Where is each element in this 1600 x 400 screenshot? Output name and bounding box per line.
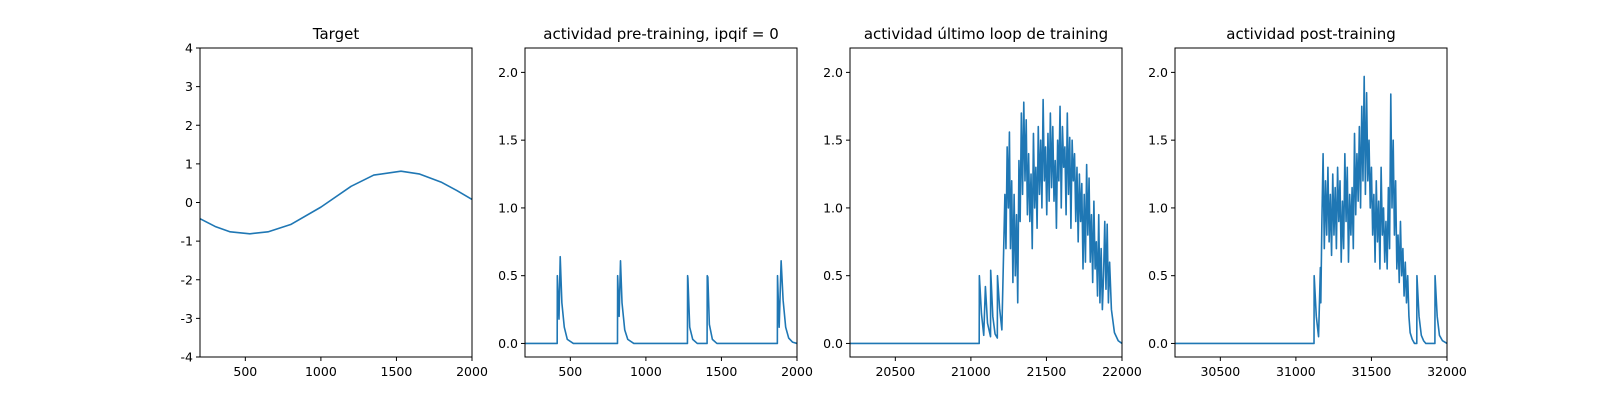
x-tick-label: 2000	[456, 364, 488, 379]
x-tick-label: 22000	[1102, 364, 1142, 379]
x-tick-label: 32000	[1427, 364, 1467, 379]
y-tick-label: 0	[185, 195, 193, 210]
y-tick-label: 2.0	[1148, 65, 1168, 80]
x-tick-label: 1500	[381, 364, 413, 379]
series-line	[525, 255, 798, 345]
y-tick-label: 0.0	[1148, 336, 1168, 351]
y-tick-label: 0.5	[498, 268, 518, 283]
y-tick-label: -2	[181, 272, 193, 287]
y-tick-label: 2.0	[823, 65, 843, 80]
y-tick-label: -1	[181, 234, 193, 249]
plot-frame	[199, 47, 473, 358]
y-tick-label: 0.5	[1148, 268, 1168, 283]
subplot-title: Target	[312, 25, 360, 43]
y-tick-label: 1	[185, 156, 193, 171]
subplot-4: 30500 31000 31500 32000 0.0 0.5 1.0 1.5 2.0 activ…	[1148, 25, 1467, 379]
x-tick-label: 1500	[706, 364, 738, 379]
series-line	[850, 98, 1123, 345]
y-tick-label: 1.0	[498, 200, 518, 215]
y-tick-label: 2.0	[498, 65, 518, 80]
subplot-title: actividad post-training	[1226, 25, 1395, 43]
y-tick-label: 0.0	[498, 336, 518, 351]
y-tick-label: -4	[181, 350, 194, 365]
plot-frame	[849, 47, 1123, 358]
x-tick-label: 2000	[781, 364, 813, 379]
y-tick-label: 1.0	[1148, 200, 1168, 215]
y-tick-label: 4	[185, 41, 193, 56]
y-tick-label: 0.5	[823, 268, 843, 283]
x-tick-label: 31500	[1352, 364, 1392, 379]
y-tick-label: 2	[185, 118, 193, 133]
x-tick-label: 20500	[875, 364, 915, 379]
x-tick-label: 1000	[630, 364, 662, 379]
x-tick-label: 31000	[1276, 364, 1316, 379]
x-tick-label: 1000	[305, 364, 337, 379]
x-tick-label: 500	[233, 364, 257, 379]
y-tick-label: 3	[185, 79, 193, 94]
subplot-title: actividad último loop de training	[864, 25, 1108, 43]
x-tick-label: 500	[558, 364, 582, 379]
series-line	[199, 170, 473, 235]
subplot-3: 20500 21000 21500 22000 0.0 0.5 1.0 1.5 2.0 activ…	[823, 25, 1142, 379]
x-tick-label: 21500	[1027, 364, 1067, 379]
plot-frame	[524, 47, 798, 358]
y-tick-label: 1.5	[823, 133, 843, 148]
plot-frame	[1174, 47, 1448, 358]
subplot-title: actividad pre-training, ipqif = 0	[543, 25, 779, 43]
x-tick-label: 30500	[1200, 364, 1240, 379]
y-tick-label: 1.5	[1148, 133, 1168, 148]
x-tick-label: 21000	[951, 364, 991, 379]
y-tick-label: 0.0	[823, 336, 843, 351]
y-tick-label: 1.0	[823, 200, 843, 215]
y-tick-label: 1.5	[498, 133, 518, 148]
y-tick-label: -3	[181, 311, 193, 326]
subplot-2: 500 1000 1500 2000 0.0 0.5 1.0 1.5 2.0 actividad …	[498, 25, 813, 379]
series-line	[1175, 75, 1448, 345]
subplot-1: 500 1000 1500 2000 -4 -3 -2 -1 0 1 2 3 4 Target	[181, 25, 488, 379]
